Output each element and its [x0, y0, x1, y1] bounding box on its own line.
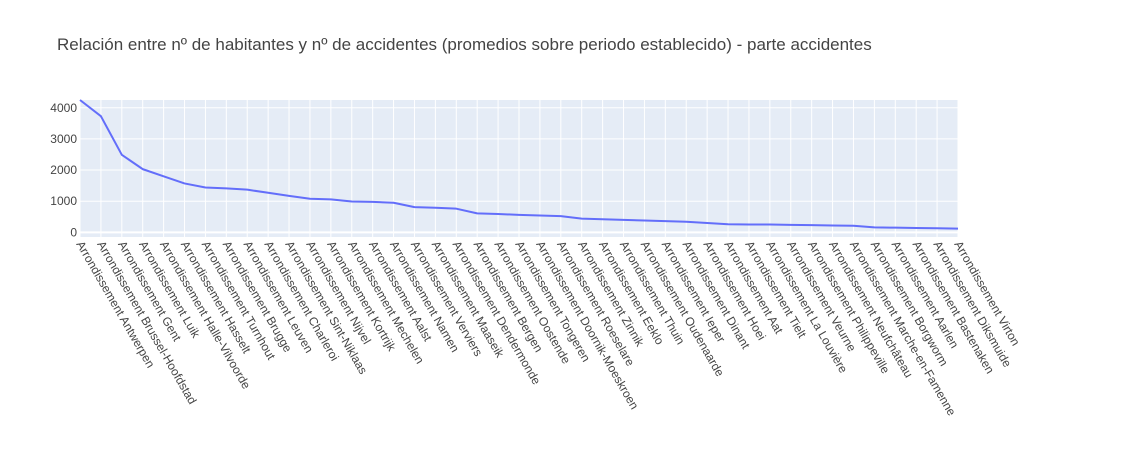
series-line-group [79, 99, 959, 230]
y-tick-label: 1000 [50, 194, 77, 208]
series-line [79, 99, 959, 230]
y-tick-label: 4000 [50, 101, 77, 115]
y-tick-label: 0 [70, 225, 77, 239]
y-axis-ticks: 0 1000 2000 3000 4000 [50, 101, 77, 240]
chart-title: Relación entre nº de habitantes y nº de … [57, 35, 872, 54]
gridlines [79, 100, 959, 237]
y-tick-label: 3000 [50, 132, 77, 146]
y-tick-label: 2000 [50, 163, 77, 177]
